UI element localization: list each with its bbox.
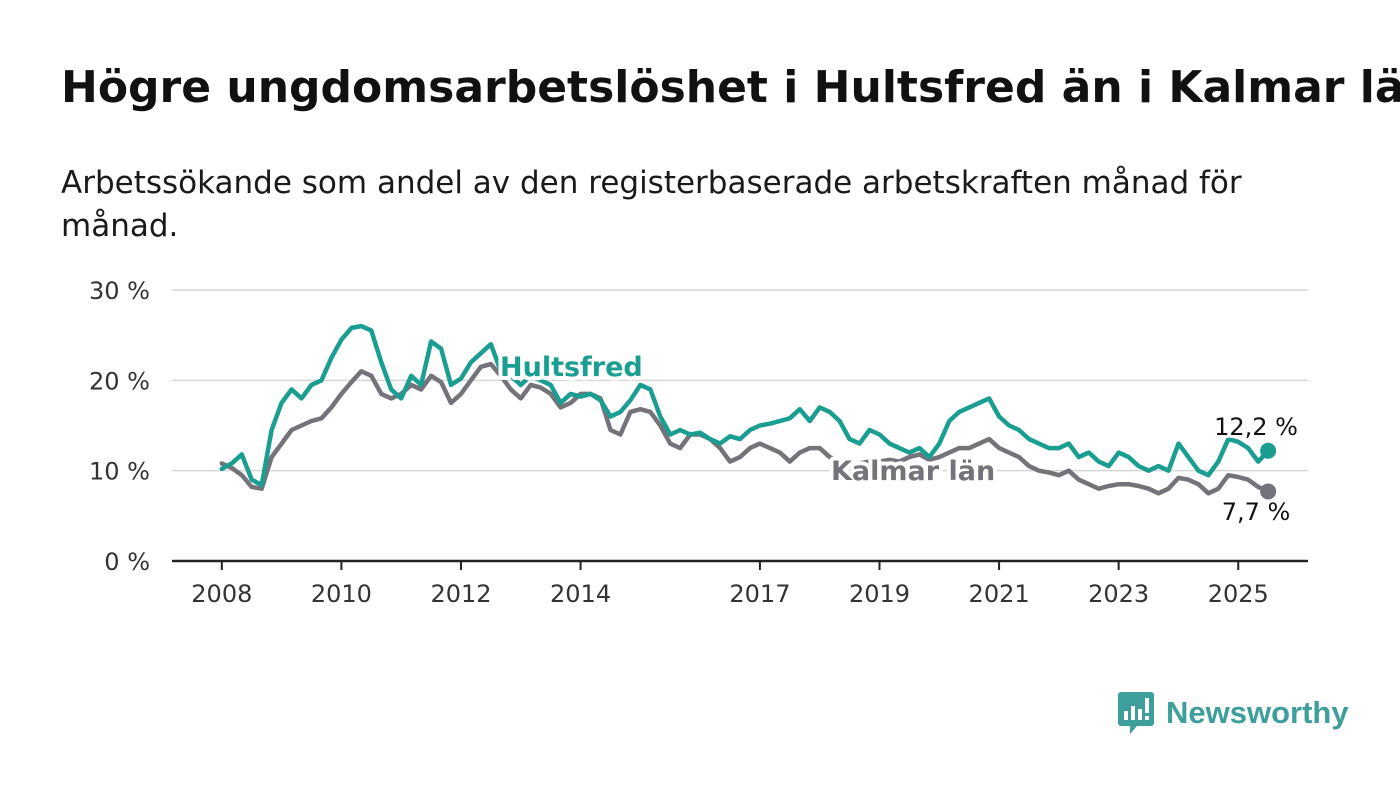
newsworthy-logo-icon xyxy=(1118,692,1154,734)
y-tick-label: 0 % xyxy=(104,548,150,576)
series-label-kalmar-lan: Kalmar län xyxy=(831,456,995,487)
x-tick-label: 2021 xyxy=(969,580,1030,608)
end-point-kalmar-lan xyxy=(1260,483,1277,500)
x-tick-label: 2017 xyxy=(729,580,790,608)
x-axis: 2008 2010 2012 2014 2017 2019 2021 2023 2025 xyxy=(172,559,1308,608)
x-tick-label: 2012 xyxy=(430,580,491,608)
x-tick-label: 2019 xyxy=(849,580,910,608)
y-axis: 0 % 10 % 20 % 30 % xyxy=(89,277,150,576)
end-label-hultsfred: 12,2 % xyxy=(1214,413,1298,441)
series-line-kalmar-lan xyxy=(219,361,1271,496)
series-layer xyxy=(219,323,1277,500)
y-tick-label: 30 % xyxy=(89,277,150,305)
y-tick-label: 20 % xyxy=(89,367,150,395)
series-label-hultsfred-halo: Hultsfred xyxy=(500,352,643,383)
end-point-hultsfred xyxy=(1260,442,1277,459)
chart-title: Högre ungdomsarbetslöshet i Hultsfred än… xyxy=(61,62,1400,113)
x-tick-label: 2025 xyxy=(1208,580,1269,608)
end-label-hultsfred-halo: 12,2 % xyxy=(1214,413,1298,441)
x-tick-label: 2008 xyxy=(191,580,252,608)
x-tick-label: 2014 xyxy=(550,580,611,608)
series-label-hultsfred: Hultsfred xyxy=(500,352,643,383)
x-tick-label: 2010 xyxy=(311,580,372,608)
brand-name: Newsworthy xyxy=(1166,695,1349,730)
series-line-hultsfred xyxy=(219,323,1271,488)
y-tick-label: 10 % xyxy=(89,458,150,486)
end-label-kalmar-lan: 7,7 % xyxy=(1222,498,1291,526)
chart-subtitle: Arbetssökande som andel av den registerb… xyxy=(61,165,1242,244)
gridlines xyxy=(172,289,1308,472)
series-label-kalmar-lan-halo: Kalmar län xyxy=(831,456,995,487)
x-tick-label: 2023 xyxy=(1088,580,1149,608)
newsworthy-logo: Newsworthy xyxy=(1117,690,1349,736)
end-label-kalmar-lan-halo: 7,7 % xyxy=(1222,498,1291,526)
